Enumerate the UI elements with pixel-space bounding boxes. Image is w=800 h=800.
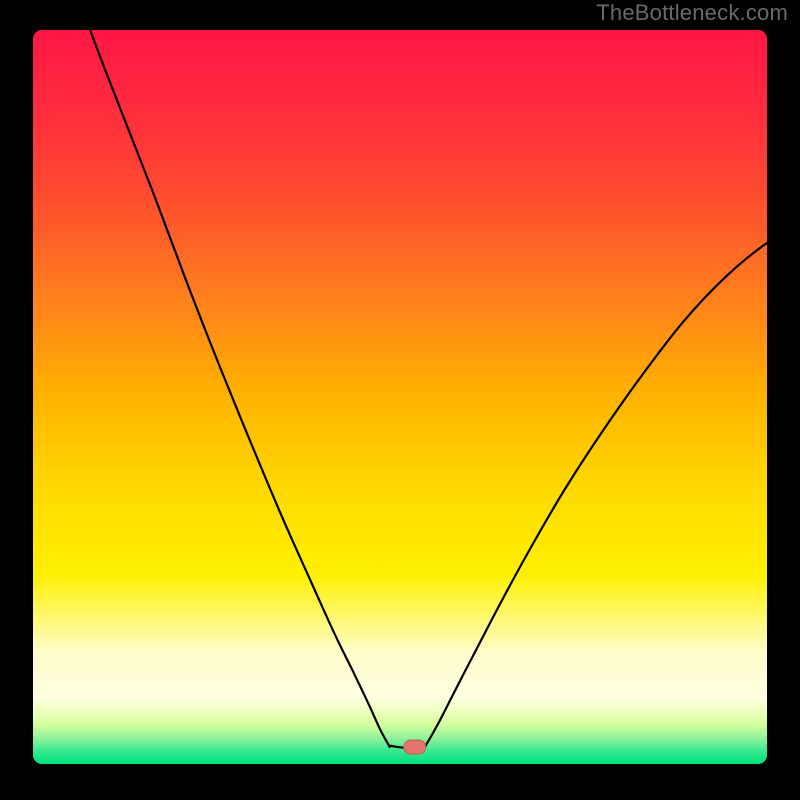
chart-container: TheBottleneck.com [0, 0, 800, 800]
plot-background-gradient [33, 30, 767, 764]
optimum-marker [404, 740, 426, 754]
watermark-text: TheBottleneck.com [596, 0, 788, 26]
bottleneck-chart [0, 0, 800, 800]
